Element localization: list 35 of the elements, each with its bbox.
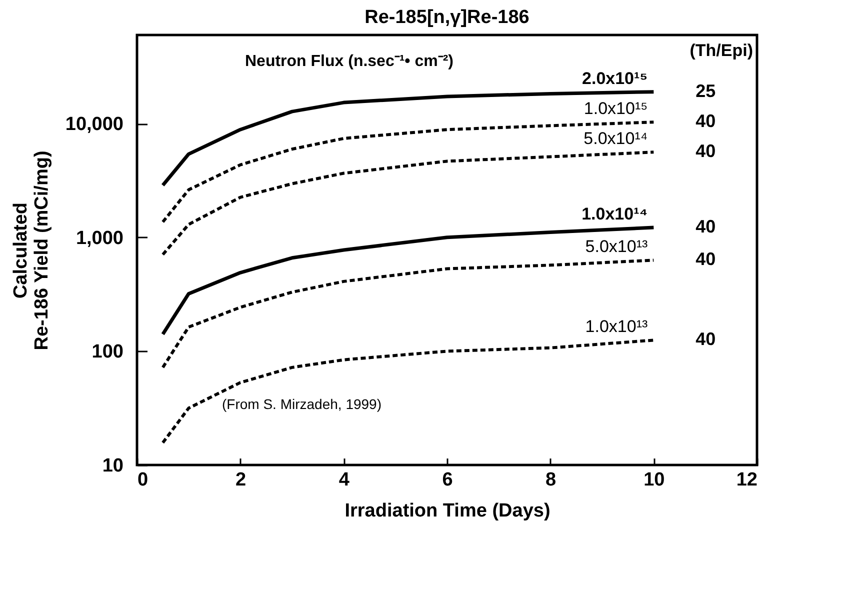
x-tick-label: 8 (546, 470, 556, 490)
legend-title: Neutron Flux (n.sec⁻¹• cm⁻²) (245, 53, 454, 70)
y-axis-title: Calculated Re-186 Yield (mCi/mg) (10, 150, 52, 350)
annotation: 25 (696, 80, 716, 101)
x-tick-label: 10 (644, 470, 665, 490)
annotation: (Th/Epi) (690, 41, 753, 60)
x-tick-label: 0 (138, 470, 148, 490)
series-label: 1.0x10¹⁴ (582, 204, 648, 224)
annotation: 40 (696, 141, 716, 162)
annotation: (From S. Mirzadeh, 1999) (222, 396, 382, 412)
annotation: 40 (696, 216, 716, 237)
y-tick-label: 10 (102, 456, 124, 476)
x-tick-label: 2 (236, 470, 246, 490)
line-series (161, 120, 656, 224)
line-series (161, 90, 656, 188)
x-tick-label: 12 (736, 470, 758, 490)
x-tick-label: 6 (442, 470, 453, 490)
line-series (161, 338, 656, 444)
line-series (161, 258, 656, 369)
annotation: 40 (696, 249, 716, 270)
series-label: 5.0x10¹³ (585, 237, 648, 256)
series-label: 1.0x10¹⁵ (584, 99, 648, 118)
series-label: 5.0x10¹⁴ (584, 129, 648, 148)
y-tick-label: 100 (92, 342, 124, 363)
y-tick-label: 1,000 (76, 228, 124, 249)
line-series (161, 150, 656, 256)
series-label: 2.0x10¹⁵ (582, 68, 648, 88)
x-axis-title: Irradiation Time (Days) (344, 500, 550, 522)
chart-title: Re-185[n,γ]Re-186 (364, 7, 530, 28)
x-tick-label: 4 (338, 470, 350, 490)
annotation: 40 (696, 329, 716, 350)
y-tick-label: 10,000 (65, 114, 124, 136)
annotation: 40 (696, 111, 716, 132)
line-series (161, 226, 656, 336)
series-label: 1.0x10¹³ (585, 317, 648, 336)
